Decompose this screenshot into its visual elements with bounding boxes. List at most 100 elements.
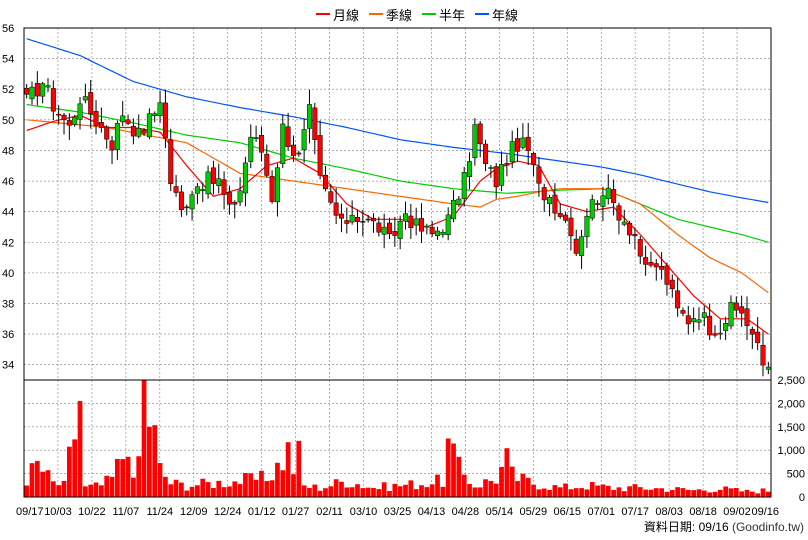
volume-bar: [173, 479, 179, 497]
candle-body: [354, 217, 360, 222]
candle-body: [258, 134, 264, 153]
candle-body: [472, 124, 478, 159]
volume-bar: [392, 483, 398, 497]
candle-body: [365, 218, 371, 221]
date-tick-label: 10/03: [44, 506, 72, 518]
candle-body: [370, 217, 376, 222]
candle-body: [141, 129, 147, 134]
candle-body: [56, 113, 62, 116]
volume-bar: [451, 443, 456, 497]
legend-label-year: 年線: [492, 7, 519, 23]
volume-bar: [723, 486, 729, 497]
candle-body: [461, 172, 467, 199]
volume-bar: [643, 489, 648, 497]
volume-tick-label: 0: [799, 492, 805, 504]
candle-body: [40, 83, 46, 97]
candle-body: [152, 113, 158, 116]
candle-body: [387, 222, 392, 235]
candle-body: [568, 217, 574, 237]
legend-label-quarter: 季線: [386, 7, 413, 23]
volume-bar: [520, 473, 526, 497]
volume-tick-label: 1,000: [777, 445, 805, 457]
volume-bar: [669, 490, 675, 497]
candle-body: [184, 206, 190, 209]
price-tick-label: 56: [2, 23, 14, 35]
volume-bar: [467, 484, 472, 497]
volume-bar: [349, 487, 355, 497]
volume-bar: [99, 485, 104, 497]
candle-body: [333, 202, 339, 216]
candle-body: [136, 127, 142, 137]
volume-bar: [621, 491, 627, 497]
volume-bar: [381, 482, 387, 497]
candle-body: [397, 220, 403, 239]
candle-body: [248, 136, 254, 162]
candle-body: [669, 279, 675, 290]
price-tick-label: 34: [2, 360, 14, 372]
candle-body: [451, 199, 457, 220]
price-tick-label: 36: [2, 329, 14, 341]
date-tick-label: 11/24: [146, 506, 173, 518]
candle-body: [194, 186, 200, 194]
candle-body: [34, 82, 40, 97]
volume-bar: [125, 456, 131, 497]
volume-bar: [765, 491, 771, 497]
volume-bar: [371, 487, 376, 497]
volume-tick-label: 1,500: [777, 422, 805, 434]
legend-swatch-quarter: [369, 13, 384, 15]
volume-bar: [339, 481, 344, 497]
candle-body: [429, 226, 435, 235]
candle-body: [403, 213, 408, 222]
volume-bar: [435, 474, 440, 497]
candle-body: [488, 167, 494, 169]
candle-body: [269, 176, 275, 202]
candle-body: [584, 216, 590, 237]
volume-bar: [504, 448, 510, 497]
volume-bar: [664, 491, 670, 497]
volume-bar: [488, 480, 494, 497]
candle-body: [392, 231, 398, 236]
volume-tick-label: 2,000: [777, 398, 805, 410]
candle-body: [696, 319, 702, 323]
candle-body: [579, 236, 585, 256]
candle-body: [563, 214, 569, 221]
volume-bar: [77, 401, 83, 497]
volume-bar: [461, 474, 467, 497]
candle-body: [456, 198, 462, 205]
date-tick-label: 02/11: [316, 506, 343, 518]
volume-bar: [237, 484, 243, 497]
candle-body: [29, 86, 35, 100]
date-tick-label: 03/25: [384, 506, 412, 518]
volume-bar: [483, 479, 488, 497]
volume-bar: [152, 425, 158, 497]
price-tick-label: 48: [2, 145, 14, 157]
volume-bar: [739, 491, 745, 497]
legend-swatch-half: [422, 13, 437, 15]
candle-body: [221, 179, 227, 195]
legend-label-half: 半年: [439, 7, 466, 23]
volume-bar: [387, 490, 392, 497]
volume-bar: [328, 486, 334, 497]
volume-bar: [611, 489, 616, 497]
candle-body: [237, 190, 243, 203]
candle-body: [173, 186, 179, 193]
candle-body: [493, 166, 499, 188]
date-tick-label: 09/02: [723, 506, 751, 518]
volume-bar: [115, 458, 120, 497]
candle-body: [72, 116, 78, 125]
volume-bar: [163, 476, 168, 497]
date-tick-label: 08/18: [689, 506, 717, 518]
candle-body: [162, 102, 168, 139]
volume-bar: [573, 488, 579, 497]
candle-body: [765, 366, 771, 370]
candle-body: [242, 162, 248, 194]
volume-bar: [243, 473, 248, 497]
volume-bar: [637, 487, 643, 497]
candle-body: [632, 233, 638, 237]
candle-body: [344, 220, 350, 224]
volume-bars: [24, 380, 771, 497]
volume-bar: [248, 473, 254, 497]
volume-bar: [600, 484, 606, 497]
candle-body: [205, 171, 211, 195]
candle-body: [50, 88, 56, 112]
